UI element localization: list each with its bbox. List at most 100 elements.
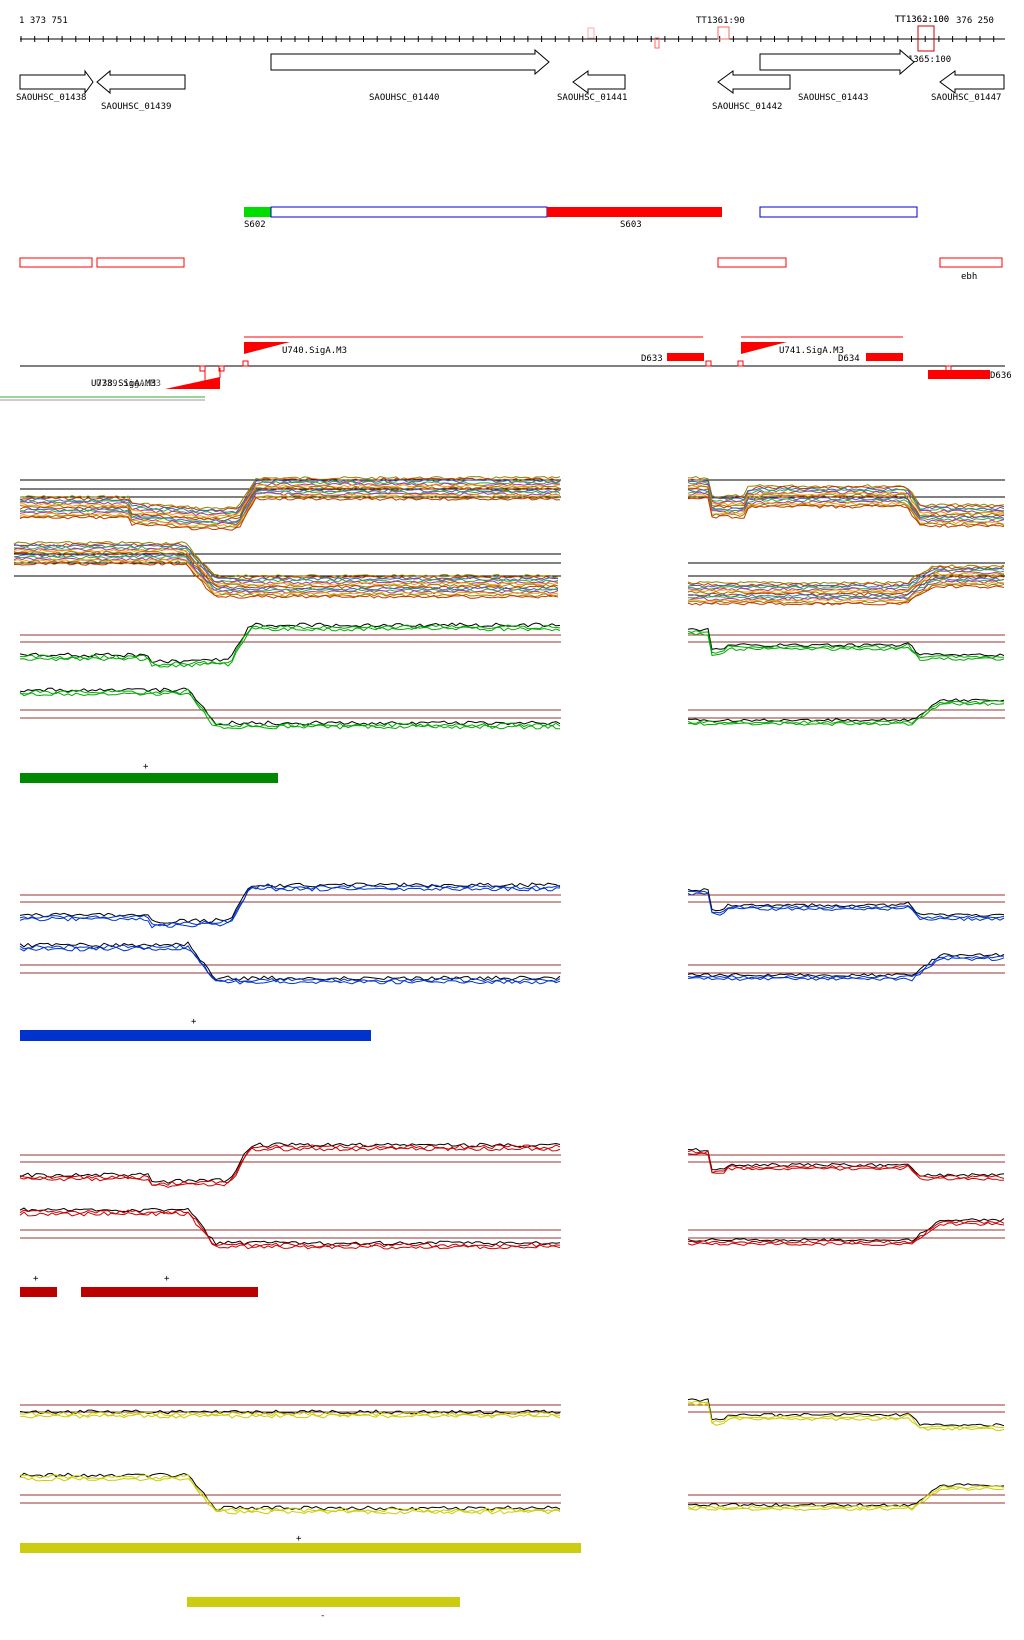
multi-condition-trace [687, 495, 1005, 527]
gene-label: SAOUHSC_01443 [798, 93, 868, 103]
ruler-end-label: 376 250 [956, 16, 994, 26]
replicate-trace [688, 890, 1005, 919]
multi-condition-trace [687, 489, 1005, 520]
strand-mark: + [143, 762, 149, 772]
promoter-triangle[interactable] [165, 377, 220, 389]
replicate-trace [19, 1476, 561, 1515]
terminator-mark [654, 37, 660, 49]
replicate-trace [687, 702, 1005, 726]
segment-green[interactable] [244, 207, 271, 217]
terminator-label: TT1363:100 [895, 15, 949, 25]
multi-condition-trace [19, 477, 561, 512]
multi-condition-trace [687, 497, 1005, 528]
gene-arrow[interactable] [717, 70, 791, 94]
multi-condition-trace [687, 565, 1005, 587]
replicate-trace [19, 946, 561, 985]
annotation-box[interactable] [717, 257, 787, 268]
replicate-trace [20, 688, 561, 728]
multi-condition-trace [13, 561, 559, 599]
replicate-trace [687, 1218, 1005, 1242]
multi-condition-trace [13, 548, 559, 587]
replicate-trace [19, 944, 561, 983]
terminator-mark [587, 27, 595, 39]
multi-condition-trace [13, 552, 559, 590]
gene-arrow[interactable] [270, 48, 550, 76]
strand-mark: + [296, 1534, 302, 1544]
segment-blue-outline[interactable] [759, 206, 918, 218]
multi-condition-trace [19, 485, 561, 520]
strand-mark: - [320, 1611, 325, 1621]
replicate-trace [19, 687, 561, 726]
gene-arrow[interactable] [572, 70, 626, 94]
expression-panels [13, 475, 1005, 1515]
feature-label: D636 [990, 371, 1012, 381]
gene-arrow[interactable] [759, 48, 915, 76]
multi-condition-trace [19, 479, 561, 514]
multi-condition-trace [13, 560, 559, 598]
replicate-trace [19, 1409, 561, 1415]
annotation-label: ebh [961, 272, 977, 282]
multi-condition-trace [687, 478, 1005, 509]
annotation-box[interactable] [19, 257, 93, 268]
multi-condition-trace [19, 490, 561, 524]
segment-track: S602 S603 [244, 206, 918, 230]
multi-condition-trace [687, 485, 1004, 517]
replicate-trace [687, 632, 1005, 661]
multi-condition-trace [13, 542, 559, 580]
promoter-triangle[interactable] [244, 342, 290, 354]
multi-condition-trace [687, 484, 1005, 516]
replicate-trace [687, 1398, 1005, 1427]
segment-red[interactable] [547, 207, 722, 217]
strand-mark: + [191, 1017, 197, 1027]
annotation-box[interactable] [939, 257, 1003, 268]
multi-condition-trace [687, 564, 1005, 585]
ruler-ticks [20, 36, 995, 42]
replicate-trace [687, 1400, 1005, 1429]
coverage-bar-red[interactable] [81, 1287, 258, 1297]
replicate-trace [19, 886, 561, 929]
replicate-trace [19, 691, 561, 730]
annotation-box[interactable] [96, 257, 185, 268]
gene-track: SAOUHSC_01438 SAOUHSC_01439 SAOUHSC_0144… [16, 48, 1005, 112]
gene-label: SAOUHSC_01440 [369, 93, 439, 103]
replicate-trace [687, 956, 1005, 982]
coverage-bar-yellow[interactable] [20, 1543, 581, 1553]
segment-blue-outline[interactable] [270, 206, 548, 218]
coverage-bar-red[interactable] [20, 1287, 57, 1297]
replicate-trace [687, 1222, 1005, 1246]
terminator-block[interactable] [667, 353, 704, 361]
replicate-trace [19, 1211, 561, 1250]
multi-condition-trace [19, 475, 561, 510]
replicate-trace [687, 955, 1005, 980]
gene-label: SAOUHSC_01441 [557, 93, 627, 103]
coverage-bar-yellow[interactable] [187, 1597, 460, 1607]
multi-condition-trace [13, 544, 559, 582]
multi-condition-trace [687, 570, 1004, 592]
gene-arrow[interactable] [19, 69, 94, 95]
coverage-bar-blue[interactable] [20, 1030, 371, 1041]
terminator-block[interactable] [866, 353, 903, 361]
replicate-trace [19, 622, 561, 664]
ruler-start-label: 1 373 751 [19, 16, 68, 26]
gene-arrow[interactable] [939, 70, 1005, 94]
feature-track: U740.SigA.M3 U741.SigA.M3 U738.SigA.M3 U… [0, 336, 1012, 401]
replicate-trace [687, 1486, 1005, 1512]
multi-condition-trace [687, 482, 1005, 514]
multi-condition-trace [687, 572, 1005, 593]
coverage-bar-green[interactable] [20, 773, 278, 783]
replicate-trace [687, 1485, 1005, 1510]
replicate-trace [687, 1147, 1005, 1177]
feature-label: D633 [641, 354, 663, 364]
terminator-block[interactable] [928, 370, 990, 379]
feature-label: U738.SigA.M3 [91, 379, 156, 389]
multi-condition-trace [687, 494, 1005, 525]
gene-label: SAOUHSC_01442 [712, 102, 782, 112]
replicate-trace [687, 1220, 1005, 1245]
multi-condition-trace [13, 541, 559, 579]
multi-condition-trace [19, 480, 561, 515]
feature-label: U739.SigA.M3 [96, 379, 161, 389]
gene-arrow[interactable] [96, 69, 186, 95]
multi-condition-trace [687, 576, 1005, 598]
promoter-triangle[interactable] [741, 342, 787, 354]
multi-condition-trace [687, 584, 1005, 606]
